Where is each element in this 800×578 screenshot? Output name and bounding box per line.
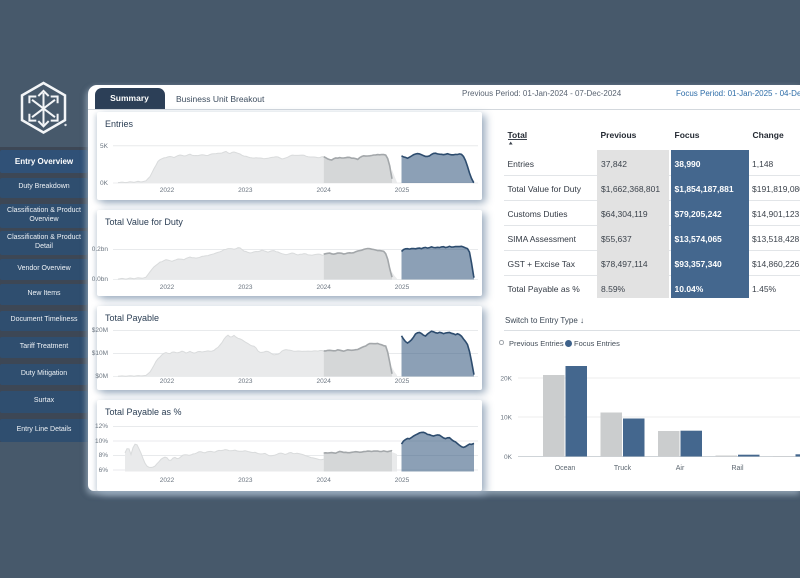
svg-text:0K: 0K <box>504 454 513 461</box>
svg-text:20K: 20K <box>500 376 512 383</box>
svg-text:10K: 10K <box>500 415 512 422</box>
